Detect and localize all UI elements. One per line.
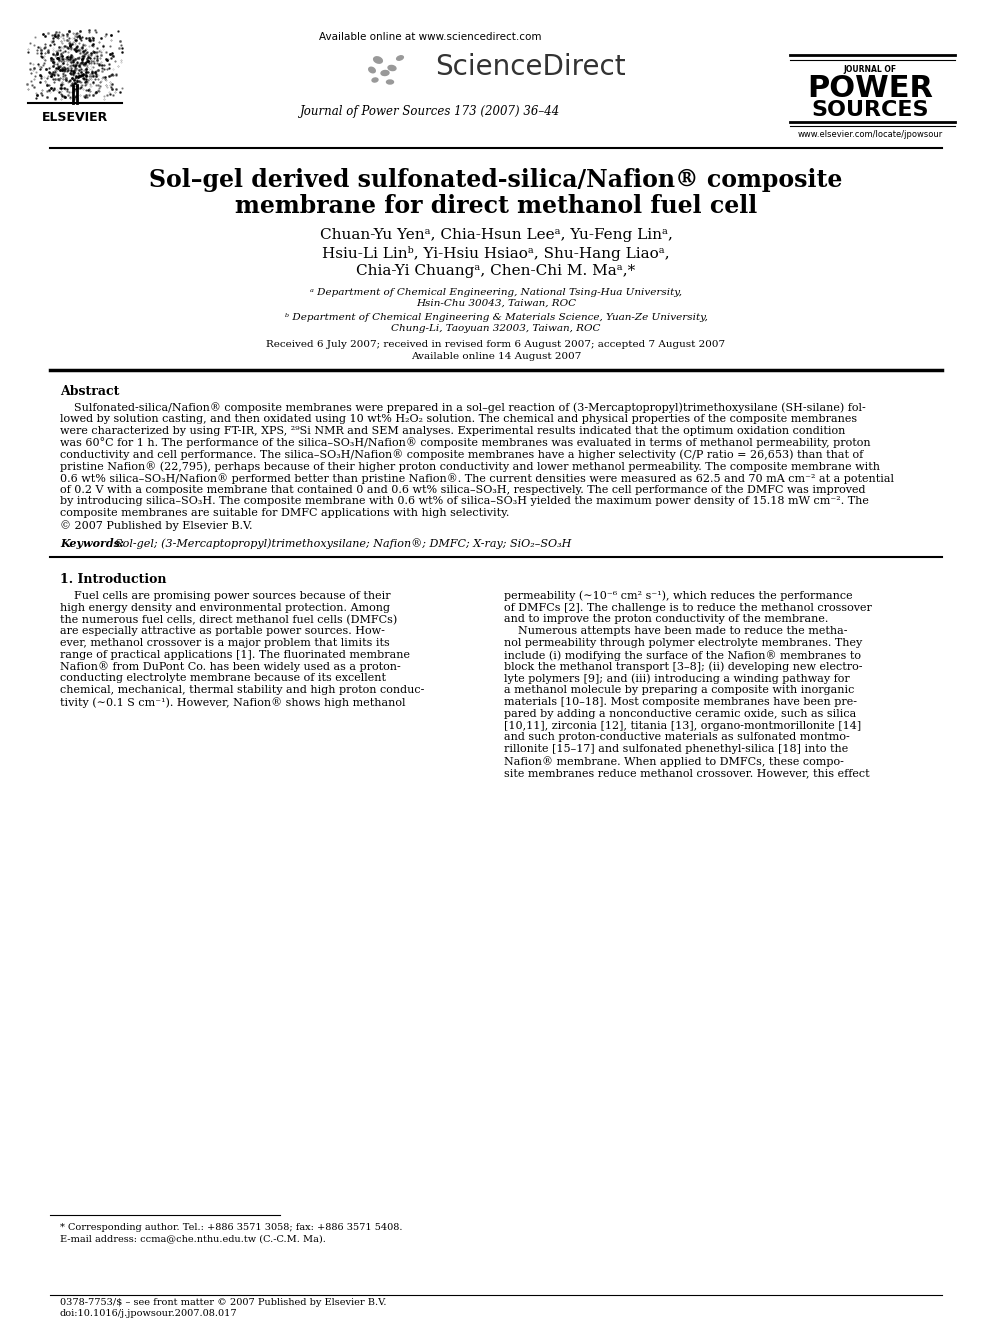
Text: rillonite [15–17] and sulfonated phenethyl-silica [18] into the: rillonite [15–17] and sulfonated pheneth… — [504, 745, 848, 754]
Ellipse shape — [369, 67, 375, 73]
Text: SOURCES: SOURCES — [811, 101, 929, 120]
Text: * Corresponding author. Tel.: +886 3571 3058; fax: +886 3571 5408.: * Corresponding author. Tel.: +886 3571 … — [60, 1222, 403, 1232]
Text: Hsiu-Li Linᵇ, Yi-Hsiu Hsiaoᵃ, Shu-Hang Liaoᵃ,: Hsiu-Li Linᵇ, Yi-Hsiu Hsiaoᵃ, Shu-Hang L… — [322, 246, 670, 261]
Text: high energy density and environmental protection. Among: high energy density and environmental pr… — [60, 602, 390, 613]
Ellipse shape — [397, 56, 404, 61]
Text: were characterized by using FT-IR, XPS, ²⁹Si NMR and SEM analyses. Experimental : were characterized by using FT-IR, XPS, … — [60, 426, 845, 435]
Text: site membranes reduce methanol crossover. However, this effect: site membranes reduce methanol crossover… — [504, 767, 870, 778]
Text: ever, methanol crossover is a major problem that limits its: ever, methanol crossover is a major prob… — [60, 638, 390, 648]
Text: Numerous attempts have been made to reduce the metha-: Numerous attempts have been made to redu… — [504, 626, 847, 636]
Ellipse shape — [387, 79, 394, 83]
Text: of 0.2 V with a composite membrane that contained 0 and 0.6 wt% silica–SO₃H, res: of 0.2 V with a composite membrane that … — [60, 484, 865, 495]
Text: Nafion® membrane. When applied to DMFCs, these compo-: Nafion® membrane. When applied to DMFCs,… — [504, 755, 844, 767]
Text: Chung-Li, Taoyuan 32003, Taiwan, ROC: Chung-Li, Taoyuan 32003, Taiwan, ROC — [391, 324, 601, 333]
Text: chemical, mechanical, thermal stability and high proton conduc-: chemical, mechanical, thermal stability … — [60, 685, 425, 695]
Text: Journal of Power Sources 173 (2007) 36–44: Journal of Power Sources 173 (2007) 36–4… — [300, 105, 560, 118]
Text: permeability (∼10⁻⁶ cm² s⁻¹), which reduces the performance: permeability (∼10⁻⁶ cm² s⁻¹), which redu… — [504, 591, 853, 602]
Text: JOURNAL OF: JOURNAL OF — [843, 65, 897, 74]
Text: conducting electrolyte membrane because of its excellent: conducting electrolyte membrane because … — [60, 673, 386, 684]
Text: nol permeability through polymer electrolyte membranes. They: nol permeability through polymer electro… — [504, 638, 862, 648]
Text: the numerous fuel cells, direct methanol fuel cells (DMFCs): the numerous fuel cells, direct methanol… — [60, 614, 397, 624]
Text: and such proton-conductive materials as sulfonated montmo-: and such proton-conductive materials as … — [504, 733, 850, 742]
Text: POWER: POWER — [807, 74, 933, 103]
Text: pristine Nafion® (22,795), perhaps because of their higher proton conductivity a: pristine Nafion® (22,795), perhaps becau… — [60, 460, 880, 472]
Text: Abstract: Abstract — [60, 385, 119, 398]
Text: [10,11], zirconia [12], titania [13], organo-montmorillonite [14]: [10,11], zirconia [12], titania [13], or… — [504, 721, 861, 730]
Text: Received 6 July 2007; received in revised form 6 August 2007; accepted 7 August : Received 6 July 2007; received in revise… — [267, 340, 725, 349]
Text: conductivity and cell performance. The silica–SO₃H/Nafion® composite membranes h: conductivity and cell performance. The s… — [60, 450, 863, 460]
Text: block the methanol transport [3–8]; (ii) developing new electro-: block the methanol transport [3–8]; (ii)… — [504, 662, 862, 672]
Text: Nafion® from DuPont Co. has been widely used as a proton-: Nafion® from DuPont Co. has been widely … — [60, 662, 401, 672]
Ellipse shape — [372, 78, 378, 82]
Text: was 60°C for 1 h. The performance of the silica–SO₃H/Nafion® composite membranes: was 60°C for 1 h. The performance of the… — [60, 438, 871, 448]
Text: materials [10–18]. Most composite membranes have been pre-: materials [10–18]. Most composite membra… — [504, 697, 857, 706]
Ellipse shape — [381, 70, 389, 75]
Text: of DMFCs [2]. The challenge is to reduce the methanol crossover: of DMFCs [2]. The challenge is to reduce… — [504, 602, 872, 613]
Text: Available online at www.sciencedirect.com: Available online at www.sciencedirect.co… — [318, 32, 542, 42]
Text: lyte polymers [9]; and (iii) introducing a winding pathway for: lyte polymers [9]; and (iii) introducing… — [504, 673, 850, 684]
Text: ᵇ Department of Chemical Engineering & Materials Science, Yuan-Ze University,: ᵇ Department of Chemical Engineering & M… — [285, 314, 707, 321]
Text: Sulfonated-silica/Nafion® composite membranes were prepared in a sol–gel reactio: Sulfonated-silica/Nafion® composite memb… — [60, 402, 866, 413]
Text: tivity (∼0.1 S cm⁻¹). However, Nafion® shows high methanol: tivity (∼0.1 S cm⁻¹). However, Nafion® s… — [60, 697, 406, 708]
Text: Keywords:: Keywords: — [60, 538, 124, 549]
Text: by introducing silica–SO₃H. The composite membrane with 0.6 wt% of silica–SO₃H y: by introducing silica–SO₃H. The composit… — [60, 496, 869, 507]
Text: Sol-gel; (3-Mercaptopropyl)trimethoxysilane; Nafion®; DMFC; X-ray; SiO₂–SO₃H: Sol-gel; (3-Mercaptopropyl)trimethoxysil… — [108, 538, 571, 549]
Text: include (i) modifying the surface of the Nafion® membranes to: include (i) modifying the surface of the… — [504, 650, 861, 660]
Text: Chia-Yi Chuangᵃ, Chen-Chi M. Maᵃ,*: Chia-Yi Chuangᵃ, Chen-Chi M. Maᵃ,* — [356, 265, 636, 278]
Text: www.elsevier.com/locate/jpowsour: www.elsevier.com/locate/jpowsour — [798, 130, 942, 139]
Text: Sol–gel derived sulfonated-silica/Nafion® composite: Sol–gel derived sulfonated-silica/Nafion… — [150, 168, 842, 192]
Text: membrane for direct methanol fuel cell: membrane for direct methanol fuel cell — [235, 194, 757, 218]
Text: a methanol molecule by preparing a composite with inorganic: a methanol molecule by preparing a compo… — [504, 685, 854, 695]
Text: ScienceDirect: ScienceDirect — [435, 53, 626, 81]
Text: range of practical applications [1]. The fluorinated membrane: range of practical applications [1]. The… — [60, 650, 410, 660]
Text: Hsin-Chu 30043, Taiwan, ROC: Hsin-Chu 30043, Taiwan, ROC — [416, 299, 576, 308]
Text: ᵃ Department of Chemical Engineering, National Tsing-Hua University,: ᵃ Department of Chemical Engineering, Na… — [310, 288, 682, 296]
Text: Available online 14 August 2007: Available online 14 August 2007 — [411, 352, 581, 361]
Ellipse shape — [374, 57, 382, 64]
Text: ELSEVIER: ELSEVIER — [42, 111, 108, 124]
Text: and to improve the proton conductivity of the membrane.: and to improve the proton conductivity o… — [504, 614, 828, 624]
Ellipse shape — [388, 65, 396, 70]
Text: © 2007 Published by Elsevier B.V.: © 2007 Published by Elsevier B.V. — [60, 520, 253, 531]
Text: pared by adding a nonconductive ceramic oxide, such as silica: pared by adding a nonconductive ceramic … — [504, 709, 856, 718]
Text: 0378-7753/$ – see front matter © 2007 Published by Elsevier B.V.: 0378-7753/$ – see front matter © 2007 Pu… — [60, 1298, 387, 1307]
Text: lowed by solution casting, and then oxidated using 10 wt% H₂O₂ solution. The che: lowed by solution casting, and then oxid… — [60, 414, 857, 423]
Text: 1. Introduction: 1. Introduction — [60, 573, 167, 586]
Text: composite membranes are suitable for DMFC applications with high selectivity.: composite membranes are suitable for DMF… — [60, 508, 509, 519]
Text: E-mail address: ccma@che.nthu.edu.tw (C.-C.M. Ma).: E-mail address: ccma@che.nthu.edu.tw (C.… — [60, 1234, 326, 1244]
Text: are especially attractive as portable power sources. How-: are especially attractive as portable po… — [60, 626, 385, 636]
Text: doi:10.1016/j.jpowsour.2007.08.017: doi:10.1016/j.jpowsour.2007.08.017 — [60, 1308, 238, 1318]
Text: Fuel cells are promising power sources because of their: Fuel cells are promising power sources b… — [60, 591, 391, 601]
Text: 0.6 wt% silica–SO₃H/Nafion® performed better than pristine Nafion®. The current : 0.6 wt% silica–SO₃H/Nafion® performed be… — [60, 472, 894, 484]
Text: Chuan-Yu Yenᵃ, Chia-Hsun Leeᵃ, Yu-Feng Linᵃ,: Chuan-Yu Yenᵃ, Chia-Hsun Leeᵃ, Yu-Feng L… — [319, 228, 673, 242]
